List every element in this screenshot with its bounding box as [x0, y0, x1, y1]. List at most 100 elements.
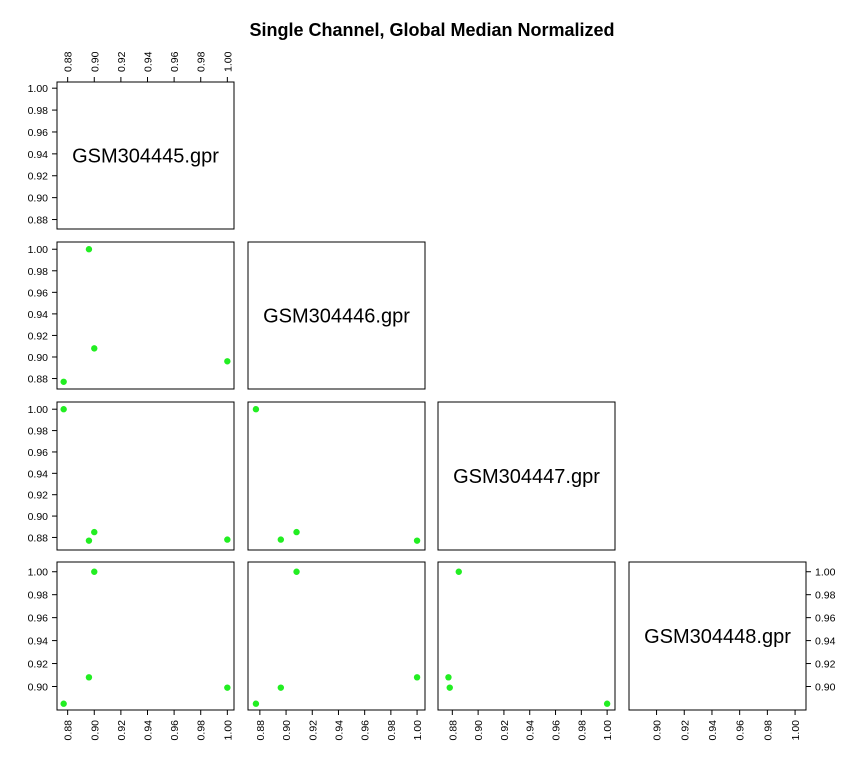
tick-label: 0.98	[28, 105, 49, 117]
data-point	[60, 700, 67, 707]
tick-label: 0.96	[551, 720, 563, 741]
tick-label: 0.88	[447, 720, 459, 741]
data-point	[293, 568, 300, 575]
tick-label: 0.90	[89, 51, 101, 72]
tick-label: 0.98	[762, 720, 774, 741]
tick-label: 0.98	[28, 266, 49, 278]
data-point	[445, 674, 452, 681]
tick-label: 0.92	[499, 720, 511, 741]
tick-label: 0.92	[307, 720, 319, 741]
data-point	[60, 378, 67, 385]
tick-label: 0.92	[815, 659, 836, 671]
data-point	[91, 528, 98, 536]
tick-label: 0.96	[735, 720, 747, 741]
tick-label: 0.88	[28, 532, 49, 544]
tick-label: 0.98	[28, 590, 49, 602]
tick-label: 0.88	[28, 215, 49, 227]
data-point	[277, 684, 285, 691]
tick-label: 0.90	[28, 193, 49, 205]
top-axis: 0.88 0.90 0.92 0.94 0.96 0.98 1.00	[63, 51, 234, 83]
panel-1-1: GSM304445.gpr	[56, 81, 235, 230]
variable-label: GSM304446.gpr	[263, 306, 410, 328]
tick-label: 0.92	[28, 659, 49, 671]
tick-label: 0.96	[28, 287, 49, 299]
tick-label: 0.88	[63, 720, 75, 741]
panel-4-4: GSM304448.gpr	[628, 561, 807, 711]
tick-label: 0.98	[815, 590, 836, 602]
panel-4-1	[56, 561, 235, 711]
tick-label: 0.90	[28, 352, 49, 364]
tick-label: 0.90	[815, 681, 836, 693]
data-point	[224, 536, 231, 543]
data-point	[224, 358, 231, 365]
tick-label: 1.00	[28, 83, 49, 95]
panel-frame	[437, 561, 616, 711]
tick-label: 0.96	[169, 720, 181, 741]
tick-label: 0.98	[386, 720, 398, 741]
left-axis-4: 0.90 0.92 0.94 0.96 0.98 1.00	[28, 567, 58, 693]
panel-frame	[56, 241, 235, 390]
tick-label: 0.92	[116, 720, 128, 741]
variable-label: GSM304448.gpr	[644, 626, 791, 648]
bottom-axis-3: 0.88 0.90 0.92 0.94 0.96 0.98 1.00	[447, 709, 614, 741]
data-point	[252, 406, 260, 413]
tick-label: 1.00	[412, 720, 424, 741]
tick-label: 0.96	[28, 613, 49, 625]
tick-label: 0.94	[28, 468, 49, 480]
right-axis-4: 0.90 0.92 0.94 0.96 0.98 1.00	[805, 567, 836, 693]
panel-frame	[56, 401, 235, 551]
tick-label: 1.00	[222, 51, 234, 72]
left-axis-2: 0.88 0.90 0.92 0.94 0.96 0.98 1.00	[28, 244, 58, 386]
data-point	[60, 406, 67, 413]
panel-frame	[247, 401, 426, 551]
tick-label: 1.00	[222, 720, 234, 741]
variable-label: GSM304445.gpr	[72, 146, 219, 168]
tick-label: 0.92	[28, 330, 49, 342]
tick-label: 0.98	[28, 426, 49, 438]
tick-label: 1.00	[602, 720, 614, 741]
data-point	[85, 674, 93, 681]
tick-label: 0.96	[28, 127, 49, 139]
tick-label: 0.92	[679, 720, 691, 741]
data-point	[85, 537, 93, 544]
tick-label: 0.94	[28, 309, 49, 321]
data-point	[293, 528, 300, 536]
tick-label: 0.94	[28, 636, 49, 648]
tick-label: 0.94	[142, 51, 154, 72]
tick-label: 0.90	[473, 720, 485, 741]
tick-label: 0.90	[28, 511, 49, 523]
data-point	[91, 568, 98, 575]
panel-4-3	[437, 561, 616, 711]
tick-label: 0.98	[576, 720, 588, 741]
tick-label: 0.90	[652, 720, 664, 741]
variable-label: GSM304447.gpr	[453, 466, 600, 488]
tick-label: 0.94	[707, 720, 719, 741]
tick-label: 0.92	[116, 51, 128, 72]
tick-label: 0.94	[525, 720, 537, 741]
tick-label: 0.98	[196, 720, 208, 741]
tick-label: 0.88	[28, 374, 49, 386]
bottom-axis-2: 0.88 0.90 0.92 0.94 0.96 0.98 1.00	[255, 709, 424, 741]
panel-3-1	[56, 401, 235, 551]
tick-label: 0.90	[28, 681, 49, 693]
tick-label: 0.88	[255, 720, 267, 741]
panel-2-1	[56, 241, 235, 390]
data-point	[91, 345, 98, 352]
tick-label: 0.88	[63, 51, 75, 72]
tick-label: 0.94	[142, 720, 154, 741]
tick-label: 0.94	[815, 636, 836, 648]
data-point	[413, 674, 421, 681]
tick-label: 0.90	[89, 720, 101, 741]
data-point	[277, 536, 285, 543]
bottom-axis-1: 0.88 0.90 0.92 0.94 0.96 0.98 1.00	[63, 709, 234, 741]
tick-label: 0.94	[333, 720, 345, 741]
tick-label: 0.92	[28, 171, 49, 183]
tick-label: 1.00	[790, 720, 802, 741]
bottom-axis-4: 0.90 0.92 0.94 0.96 0.98 1.00	[652, 709, 802, 741]
left-axis-3: 0.88 0.90 0.92 0.94 0.96 0.98 1.00	[28, 404, 58, 544]
panel-4-2	[247, 561, 426, 711]
tick-label: 0.92	[28, 490, 49, 502]
data-point	[603, 700, 611, 707]
tick-label: 0.90	[281, 720, 293, 741]
